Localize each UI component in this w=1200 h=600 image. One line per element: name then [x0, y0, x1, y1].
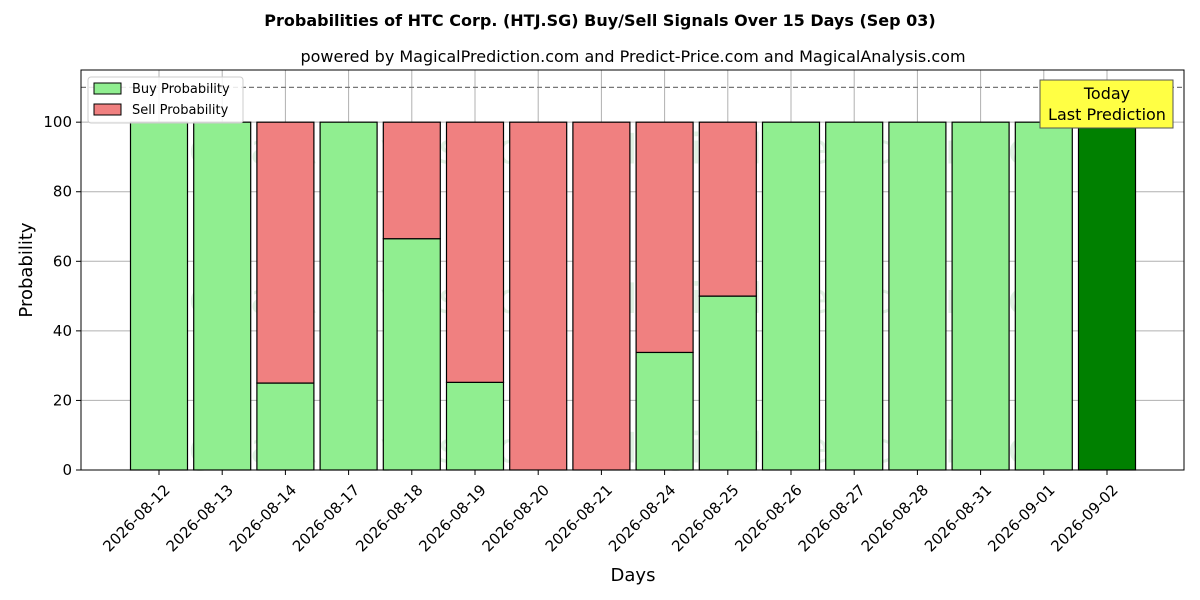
legend-label: Sell Probability: [132, 103, 229, 118]
bar-sell: [256, 121, 315, 384]
legend-swatch: [93, 103, 122, 116]
y-axis-label: Probability: [16, 222, 37, 317]
x-tick-label: 2026-08-18: [352, 481, 426, 555]
bar-sell: [509, 121, 568, 471]
x-tick-label: 2026-08-28: [858, 481, 932, 555]
chart-title: Probabilities of HTC Corp. (HTJ.SG) Buy/…: [264, 11, 935, 30]
bar-buy: [256, 382, 315, 471]
bar-buy: [445, 381, 505, 471]
x-tick-label: 2026-08-13: [163, 481, 237, 555]
x-tick-label: 2026-08-27: [795, 481, 869, 555]
bar-sell: [635, 121, 694, 354]
bar-buy: [635, 351, 694, 471]
x-tick-label: 2026-08-19: [415, 481, 489, 555]
bar-buy: [319, 121, 378, 471]
chart-subtitle: powered by MagicalPrediction.com and Pre…: [300, 47, 965, 66]
bar-buy: [1077, 121, 1137, 471]
x-axis-label: Days: [611, 565, 656, 586]
x-tick-label: 2026-08-20: [479, 481, 553, 555]
legend: Buy Probability Sell Probability: [87, 76, 244, 124]
annotation-text: Last Prediction: [1048, 105, 1166, 124]
x-tick-label: 2026-08-21: [542, 481, 616, 555]
plot-frame: [80, 69, 1185, 471]
x-tick-label: 2026-08-25: [668, 481, 742, 555]
y-tick-label: 80: [53, 183, 72, 201]
x-tick-label: 2026-08-12: [99, 481, 173, 555]
legend-swatch: [93, 82, 122, 95]
y-tick-label: 40: [53, 322, 72, 340]
x-tick-label: 2026-09-01: [984, 481, 1058, 555]
bar-buy: [382, 238, 441, 471]
bar-buy: [129, 121, 189, 471]
bar-buy: [951, 121, 1010, 471]
bar-sell: [572, 121, 631, 471]
x-tick-label: 2026-08-24: [605, 481, 679, 555]
y-axis: 0 20 40 60 80 100: [43, 113, 81, 479]
bar-sell: [445, 121, 505, 383]
bar-sell: [698, 121, 757, 297]
y-tick-label: 0: [62, 461, 72, 479]
y-tick-label: 60: [53, 252, 72, 270]
annotation-text: Today: [1083, 84, 1130, 103]
x-tick-label: 2026-08-31: [921, 481, 995, 555]
x-axis: 2026-08-122026-08-132026-08-142026-08-17…: [99, 470, 1122, 555]
bar-buy: [761, 121, 821, 471]
x-tick-label: 2026-09-02: [1047, 481, 1121, 555]
bar-buy: [193, 121, 252, 471]
annotation-box: [1039, 79, 1174, 129]
y-tick-label: 20: [53, 391, 72, 409]
legend-box: [87, 76, 244, 124]
legend-label: Buy Probability: [132, 82, 230, 97]
y-tick-label: 100: [43, 113, 72, 131]
today-annotation: Today Last Prediction: [1039, 79, 1174, 129]
x-tick-label: 2026-08-26: [731, 481, 805, 555]
x-tick-label: 2026-08-14: [226, 481, 300, 555]
bar-buy: [825, 121, 884, 471]
bar-sell: [382, 121, 441, 240]
bar-buy: [888, 121, 947, 471]
x-tick-label: 2026-08-17: [289, 481, 363, 555]
bars: [129, 121, 1137, 471]
bar-buy: [698, 295, 757, 471]
bar-buy: [1014, 121, 1073, 471]
